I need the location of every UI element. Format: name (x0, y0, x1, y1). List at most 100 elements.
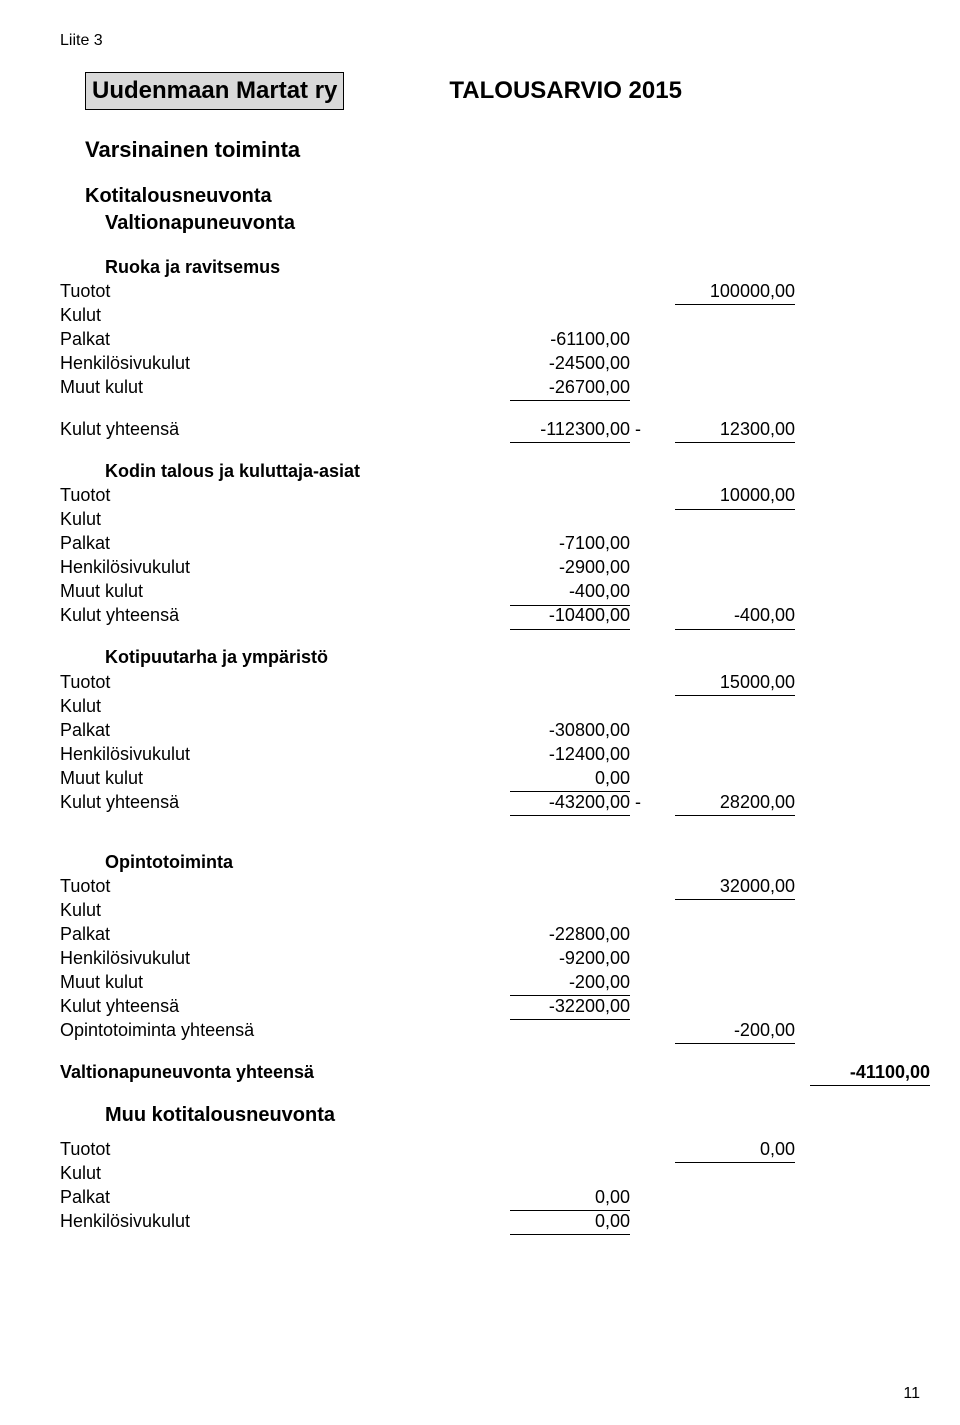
study-salaries-row: Palkat -22800,00 (60, 922, 880, 946)
study-grand-total-row: Opintotoiminta yhteensä -200,00 (60, 1018, 880, 1042)
expenses-total-label: Kulut yhteensä (60, 603, 179, 627)
salaries-label: Palkat (60, 327, 110, 351)
food-income-row: Tuotot 100000,00 (60, 279, 880, 303)
food-salaries-row: Palkat -61100,00 (60, 327, 880, 351)
org-title: Uudenmaan Martat ry (85, 72, 344, 110)
garden-total: -43200,00 (510, 790, 630, 816)
expenses-label: Kulut (60, 694, 101, 718)
other-home-personnel: 0,00 (510, 1209, 630, 1235)
garden-total-row: Kulut yhteensä -43200,00 - 28200,00 (60, 790, 880, 814)
income-label: Tuotot (60, 279, 110, 303)
garden-other: 0,00 (510, 766, 630, 792)
other-label: Muut kulut (60, 375, 143, 399)
salaries-label: Palkat (60, 718, 110, 742)
other-home-salaries: 0,00 (510, 1185, 630, 1211)
income-label: Tuotot (60, 483, 110, 507)
expenses-label: Kulut (60, 303, 101, 327)
personnel-label: Henkilösivukulut (60, 555, 190, 579)
food-salaries: -61100,00 (510, 327, 630, 351)
page: Liite 3 Uudenmaan Martat ry TALOUSARVIO … (0, 0, 960, 1425)
food-income: 100000,00 (675, 279, 795, 305)
household-total-row: Kulut yhteensä -10400,00 -400,00 (60, 603, 880, 627)
other-label: Muut kulut (60, 579, 143, 603)
expenses-total-label: Kulut yhteensä (60, 417, 179, 441)
study-total-row: Kulut yhteensä -32200,00 (60, 994, 880, 1018)
state-aid-total-label: Valtionapuneuvonta yhteensä (60, 1060, 314, 1084)
food-heading: Ruoka ja ravitsemus (105, 255, 880, 279)
income-label: Tuotot (60, 874, 110, 898)
study-heading: Opintotoiminta (105, 850, 880, 874)
dash: - (635, 417, 641, 441)
food-other: -26700,00 (510, 375, 630, 401)
garden-salaries-row: Palkat -30800,00 (60, 718, 880, 742)
household-net: -400,00 (675, 603, 795, 629)
personnel-label: Henkilösivukulut (60, 946, 190, 970)
household-salaries: -7100,00 (510, 531, 630, 555)
attachment-label: Liite 3 (60, 30, 880, 52)
household-income: 10000,00 (675, 483, 795, 509)
food-expenses-label: Kulut (60, 303, 880, 327)
personnel-label: Henkilösivukulut (60, 742, 190, 766)
household-other: -400,00 (510, 579, 630, 605)
home-econ-heading: Kotitalousneuvonta (85, 183, 880, 210)
household-personnel-row: Henkilösivukulut -2900,00 (60, 555, 880, 579)
study-income-row: Tuotot 32000,00 (60, 874, 880, 898)
garden-income: 15000,00 (675, 670, 795, 696)
household-expenses-label: Kulut (60, 507, 880, 531)
expenses-label: Kulut (60, 507, 101, 531)
household-heading: Kodin talous ja kuluttaja-asiat (105, 459, 880, 483)
household-personnel: -2900,00 (510, 555, 630, 579)
garden-expenses-label: Kulut (60, 694, 880, 718)
study-net: -200,00 (675, 1018, 795, 1044)
household-other-row: Muut kulut -400,00 (60, 579, 880, 603)
salaries-label: Palkat (60, 1185, 110, 1209)
main-activity-heading: Varsinainen toiminta (85, 135, 880, 165)
study-income: 32000,00 (675, 874, 795, 900)
state-aid-heading: Valtionapuneuvonta (105, 210, 880, 237)
page-number: 11 (903, 1383, 920, 1405)
food-personnel: -24500,00 (510, 351, 630, 375)
household-salaries-row: Palkat -7100,00 (60, 531, 880, 555)
study-other-row: Muut kulut -200,00 (60, 970, 880, 994)
state-aid-total-value: -41100,00 (810, 1060, 930, 1086)
other-label: Muut kulut (60, 766, 143, 790)
garden-personnel-row: Henkilösivukulut -12400,00 (60, 742, 880, 766)
food-total: -112300,00 (510, 417, 630, 443)
other-home-income-row: Tuotot 0,00 (60, 1137, 880, 1161)
study-total-label: Opintotoiminta yhteensä (60, 1018, 254, 1042)
other-home-salaries-row: Palkat 0,00 (60, 1185, 880, 1209)
budget-title: TALOUSARVIO 2015 (449, 75, 682, 107)
personnel-label: Henkilösivukulut (60, 1209, 190, 1233)
state-aid-total-row: Valtionapuneuvonta yhteensä -41100,00 (60, 1060, 880, 1084)
title-row: Uudenmaan Martat ry TALOUSARVIO 2015 (85, 72, 880, 110)
expenses-total-label: Kulut yhteensä (60, 994, 179, 1018)
garden-heading: Kotipuutarha ja ympäristö (105, 645, 880, 669)
other-home-heading: Muu kotitalousneuvonta (105, 1102, 880, 1129)
expenses-label: Kulut (60, 1161, 101, 1185)
study-expenses-label: Kulut (60, 898, 880, 922)
food-total-row: Kulut yhteensä -112300,00 - 12300,00 (60, 417, 880, 441)
study-other: -200,00 (510, 970, 630, 996)
food-net: 12300,00 (675, 417, 795, 443)
other-home-personnel-row: Henkilösivukulut 0,00 (60, 1209, 880, 1233)
food-other-row: Muut kulut -26700,00 (60, 375, 880, 399)
household-total: -10400,00 (510, 603, 630, 629)
study-total: -32200,00 (510, 994, 630, 1020)
study-personnel-row: Henkilösivukulut -9200,00 (60, 946, 880, 970)
household-income-row: Tuotot 10000,00 (60, 483, 880, 507)
salaries-label: Palkat (60, 922, 110, 946)
other-label: Muut kulut (60, 970, 143, 994)
food-personnel-row: Henkilösivukulut -24500,00 (60, 351, 880, 375)
garden-net: 28200,00 (675, 790, 795, 816)
other-home-expenses-label: Kulut (60, 1161, 880, 1185)
income-label: Tuotot (60, 670, 110, 694)
personnel-label: Henkilösivukulut (60, 351, 190, 375)
garden-personnel: -12400,00 (510, 742, 630, 766)
income-label: Tuotot (60, 1137, 110, 1161)
dash: - (635, 790, 641, 814)
salaries-label: Palkat (60, 531, 110, 555)
garden-salaries: -30800,00 (510, 718, 630, 742)
expenses-label: Kulut (60, 898, 101, 922)
garden-other-row: Muut kulut 0,00 (60, 766, 880, 790)
other-home-income: 0,00 (675, 1137, 795, 1163)
